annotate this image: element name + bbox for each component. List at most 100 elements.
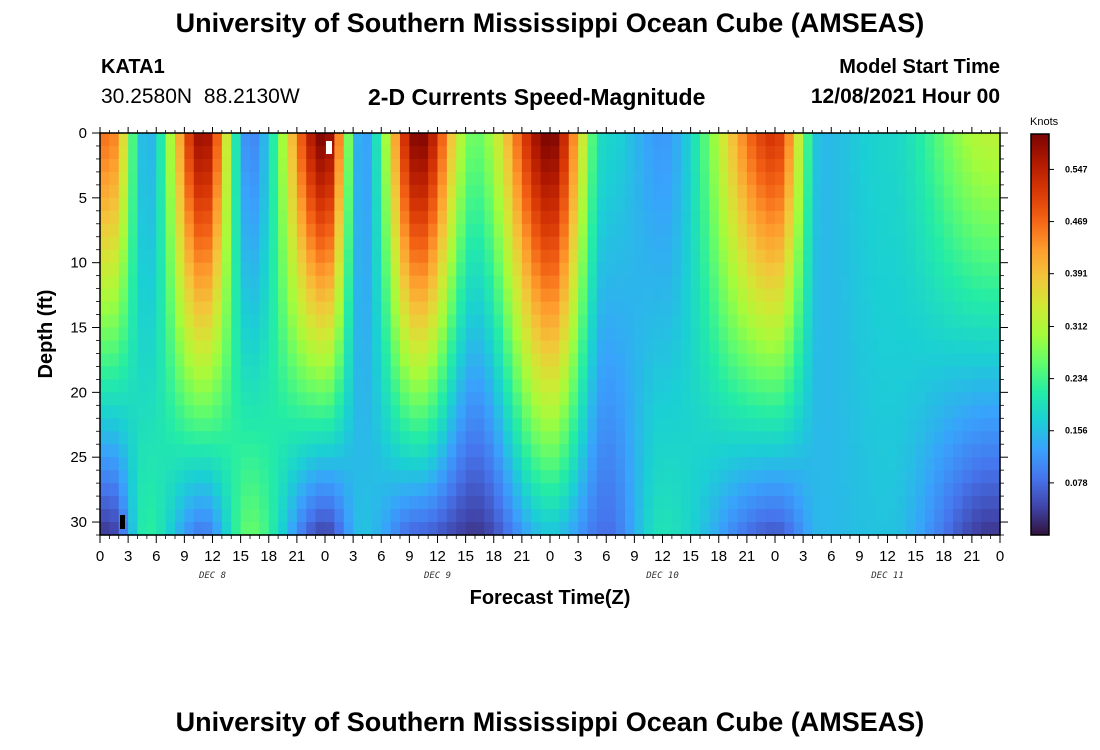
heatmap-cell (671, 275, 682, 290)
heatmap-cell (671, 184, 682, 199)
heatmap-cell (775, 301, 785, 316)
heatmap-cell (868, 392, 879, 406)
heatmap-cell (700, 457, 710, 471)
heatmap-cell (390, 457, 401, 471)
heatmap-cell (512, 275, 523, 290)
heatmap-cell (962, 210, 973, 225)
heatmap-cell (203, 314, 214, 329)
heatmap-cell (512, 392, 523, 406)
heatmap-cell (475, 353, 485, 368)
heatmap-cell (118, 340, 129, 355)
heatmap-cell (334, 496, 345, 510)
heatmap-cell (775, 249, 785, 264)
heatmap-cell (746, 210, 757, 225)
heatmap-cell (578, 262, 589, 277)
heatmap-cell (334, 197, 345, 212)
heatmap-cell (559, 483, 570, 497)
heatmap-cell (887, 223, 898, 238)
heatmap-cell (934, 340, 945, 355)
heatmap-cell (587, 197, 598, 212)
heatmap-cell (137, 249, 148, 264)
heatmap-cell (868, 249, 879, 264)
heatmap-cell (850, 522, 860, 536)
heatmap-cell (587, 418, 598, 432)
heatmap-cell (503, 340, 514, 355)
heatmap-cell (156, 158, 167, 173)
heatmap-cell (784, 288, 795, 303)
heatmap-cell (868, 223, 879, 238)
heatmap-cell (831, 496, 842, 510)
heatmap-cell (775, 470, 785, 484)
heatmap-cell (803, 171, 814, 186)
heatmap-cell (578, 314, 589, 329)
heatmap-cell (400, 444, 410, 458)
heatmap-cell (671, 340, 682, 355)
heatmap-cell (615, 522, 626, 536)
heatmap-cell (146, 145, 157, 160)
heatmap-cell (118, 327, 129, 342)
heatmap-cell (812, 483, 823, 497)
heatmap-cell (887, 353, 898, 368)
heatmap-cell (390, 249, 401, 264)
heatmap-cell (681, 262, 692, 277)
heatmap-cell (653, 158, 664, 173)
heatmap-cell (981, 444, 992, 458)
heatmap-cell (971, 184, 982, 199)
heatmap-cell (325, 418, 335, 432)
heatmap-cell (456, 392, 467, 406)
heatmap-cell (971, 366, 982, 380)
heatmap-cell (859, 236, 870, 251)
heatmap-cell (709, 158, 720, 173)
heatmap-cell (465, 262, 476, 277)
heatmap-cell (475, 496, 485, 510)
heatmap-cell (662, 470, 673, 484)
heatmap-cell (700, 496, 710, 510)
heatmap-cell (521, 288, 532, 303)
heatmap-cell (437, 145, 448, 160)
heatmap-cell (700, 133, 710, 147)
heatmap-cell (165, 158, 176, 173)
heatmap-cell (971, 301, 982, 316)
heatmap-cell (109, 509, 120, 523)
heatmap-cell (606, 444, 617, 458)
heatmap-cell (878, 133, 889, 147)
heatmap-cell (456, 431, 467, 445)
heatmap-cell (118, 249, 129, 264)
heatmap-cell (146, 379, 157, 393)
heatmap-cell (971, 171, 982, 186)
heatmap-cell (596, 184, 607, 199)
heatmap-cell (634, 171, 645, 186)
heatmap-cell (728, 327, 739, 342)
heatmap-cell (587, 366, 598, 380)
heatmap-cell (278, 327, 289, 342)
heatmap-cell (896, 496, 907, 510)
heatmap-cell (859, 223, 870, 238)
heatmap-cell (306, 509, 317, 523)
heatmap-cell (821, 158, 832, 173)
heatmap-cell (559, 171, 570, 186)
heatmap-cell (906, 509, 917, 523)
heatmap-cell (587, 431, 598, 445)
heatmap-cell (156, 379, 167, 393)
heatmap-cell (943, 340, 954, 355)
heatmap-cell (306, 353, 317, 368)
heatmap-cell (221, 327, 232, 342)
heatmap-cell (353, 158, 364, 173)
heatmap-cell (606, 327, 617, 342)
heatmap-cell (400, 353, 410, 368)
heatmap-cell (353, 210, 364, 225)
heatmap-cell (381, 158, 392, 173)
heatmap-cell (728, 522, 739, 536)
heatmap-cell (165, 145, 176, 160)
heatmap-cell (446, 327, 457, 342)
heatmap-cell (578, 158, 589, 173)
heatmap-cell (578, 145, 589, 160)
heatmap-cell (737, 340, 748, 355)
heatmap-cell (250, 353, 260, 368)
colorbar-tick-label: 0.469 (1065, 217, 1088, 227)
heatmap-cell (671, 509, 682, 523)
heatmap-cell (925, 340, 935, 355)
heatmap-cell (296, 171, 307, 186)
heatmap-cell (493, 444, 504, 458)
heatmap-cell (521, 483, 532, 497)
